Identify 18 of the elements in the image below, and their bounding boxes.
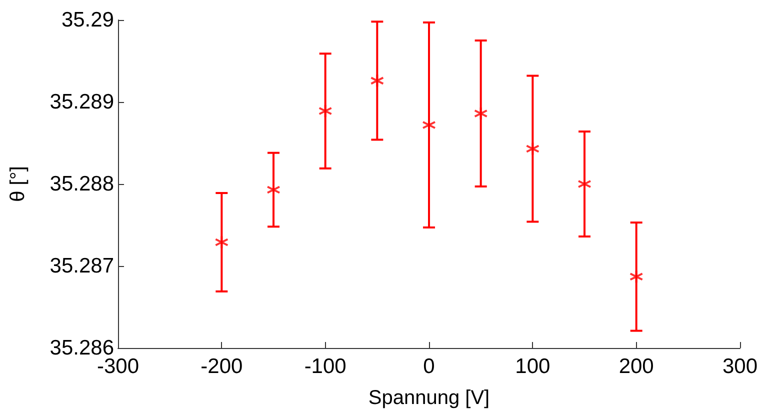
y-tick-label: 35.288 [50, 172, 114, 196]
point [629, 270, 644, 284]
x-tick-label: -100 [304, 355, 346, 378]
point [318, 104, 332, 118]
x-axis-title: Spannung [V] [368, 387, 490, 409]
y-tick-label: 35.287 [50, 254, 114, 278]
point [526, 142, 540, 156]
y-tick-label: 35.289 [50, 90, 114, 114]
x-tick-label: 100 [515, 355, 550, 378]
y-axis-title: θ [°] [7, 166, 29, 202]
point [214, 235, 229, 250]
x-tick-label: 300 [722, 355, 758, 378]
x-tick-label: -200 [200, 355, 243, 378]
point [370, 74, 384, 88]
point [474, 106, 488, 120]
y-tick-label: 35.29 [61, 8, 114, 32]
x-tick-label: 200 [618, 355, 654, 378]
x-tick-label: 0 [423, 355, 435, 378]
